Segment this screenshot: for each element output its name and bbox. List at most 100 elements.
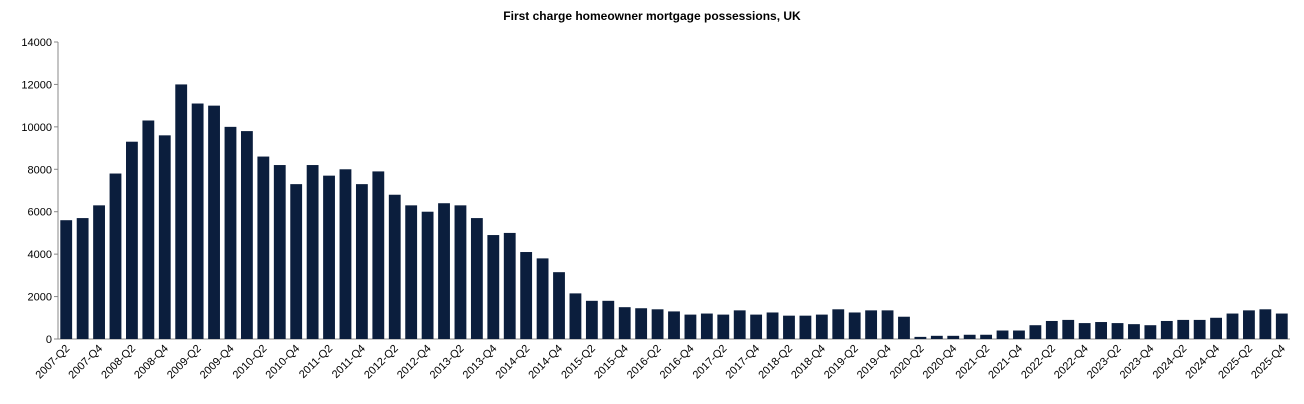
bar (848, 312, 861, 339)
bar (799, 315, 812, 339)
x-tick-label: 2024-Q2 (1151, 343, 1190, 382)
x-tick-label: 2008-Q4 (132, 343, 171, 382)
x-tick-label: 2022-Q4 (1052, 343, 1091, 382)
bar (1243, 310, 1255, 339)
bar (1144, 325, 1157, 339)
x-tick-label: 2010-Q2 (231, 343, 270, 382)
x-tick-label: 2011-Q4 (330, 343, 368, 381)
x-tick-label: 2014-Q4 (526, 343, 565, 382)
x-tick-label: 2007-Q2 (34, 343, 73, 382)
bar (750, 314, 763, 339)
bar (1160, 320, 1173, 339)
x-tick-label: 2008-Q2 (99, 343, 138, 382)
bar (963, 334, 976, 339)
bar (60, 220, 73, 339)
bar (569, 293, 582, 339)
bar (1045, 320, 1058, 339)
bar (1029, 325, 1042, 339)
x-tick-label: 2011-Q2 (297, 343, 335, 381)
x-tick-label: 2018-Q4 (789, 343, 828, 382)
y-tick-label: 2000 (28, 292, 52, 304)
x-tick-label: 2020-Q4 (921, 343, 960, 382)
bar (947, 335, 960, 339)
y-tick-label: 8000 (28, 164, 52, 176)
x-tick-label: 2009-Q4 (198, 343, 237, 382)
bar (536, 258, 549, 339)
bar (1078, 323, 1091, 339)
bar (158, 135, 171, 339)
bar (1226, 313, 1239, 339)
bar (240, 131, 253, 339)
bar (421, 211, 434, 339)
bar (766, 312, 779, 339)
bar (1062, 319, 1075, 339)
bar (815, 314, 828, 339)
bar (1111, 323, 1124, 339)
bar (783, 315, 795, 339)
x-tick-label: 2010-Q4 (264, 343, 303, 382)
x-tick-label: 2014-Q2 (494, 343, 533, 382)
bar (618, 307, 631, 339)
x-tick-label: 2015-Q4 (592, 343, 631, 382)
bar (980, 334, 993, 339)
bar (1275, 313, 1288, 339)
bar (602, 300, 615, 339)
bar (930, 335, 943, 339)
bar (273, 165, 286, 339)
bar (898, 316, 910, 339)
x-tick-label: 2022-Q2 (1019, 343, 1058, 382)
bar (651, 309, 664, 339)
bar (290, 184, 303, 339)
bar (585, 300, 598, 339)
bar (323, 175, 335, 339)
bar (191, 103, 204, 340)
bar (881, 310, 894, 339)
x-tick-label: 2012-Q2 (362, 343, 401, 382)
y-tick-label: 12000 (21, 79, 52, 91)
bar (1013, 330, 1025, 339)
bar (487, 235, 500, 339)
x-tick-label: 2021-Q4 (986, 343, 1025, 382)
bar (1128, 324, 1140, 339)
bar (438, 203, 450, 339)
bar (1193, 319, 1206, 339)
bar (306, 165, 319, 339)
bar (832, 309, 845, 339)
x-tick-label: 2023-Q4 (1118, 343, 1157, 382)
y-tick-label: 14000 (21, 37, 52, 49)
bar (1210, 317, 1222, 339)
x-tick-label: 2020-Q2 (888, 343, 927, 382)
bar (109, 173, 122, 339)
x-tick-label: 2024-Q4 (1183, 343, 1222, 382)
bar (93, 205, 105, 339)
x-tick-label: 2016-Q4 (658, 343, 697, 382)
bar (520, 252, 533, 339)
bar (388, 194, 401, 339)
x-tick-label: 2012-Q4 (395, 343, 434, 382)
bar (470, 218, 483, 339)
bar (717, 314, 730, 339)
x-tick-label: 2016-Q2 (625, 343, 664, 382)
x-tick-label: 2007-Q4 (66, 343, 105, 382)
x-tick-label: 2013-Q2 (428, 343, 467, 382)
bar (914, 336, 927, 339)
bar (339, 169, 352, 339)
bar (553, 272, 565, 339)
bar (454, 205, 467, 339)
x-tick-label: 2025-Q2 (1216, 343, 1255, 382)
chart-title: First charge homeowner mortgage possessi… (503, 9, 801, 23)
bar (700, 313, 713, 339)
bar (175, 84, 188, 339)
x-tick-label: 2018-Q2 (756, 343, 795, 382)
x-tick-label: 2017-Q2 (691, 343, 730, 382)
x-tick-label: 2015-Q2 (559, 343, 598, 382)
x-tick-label: 2023-Q2 (1085, 343, 1124, 382)
bar (996, 330, 1009, 339)
x-tick-label: 2019-Q4 (855, 343, 894, 382)
bar (224, 126, 237, 339)
x-tick-label: 2025-Q4 (1249, 343, 1288, 382)
bar (355, 184, 368, 339)
bar (405, 205, 418, 339)
